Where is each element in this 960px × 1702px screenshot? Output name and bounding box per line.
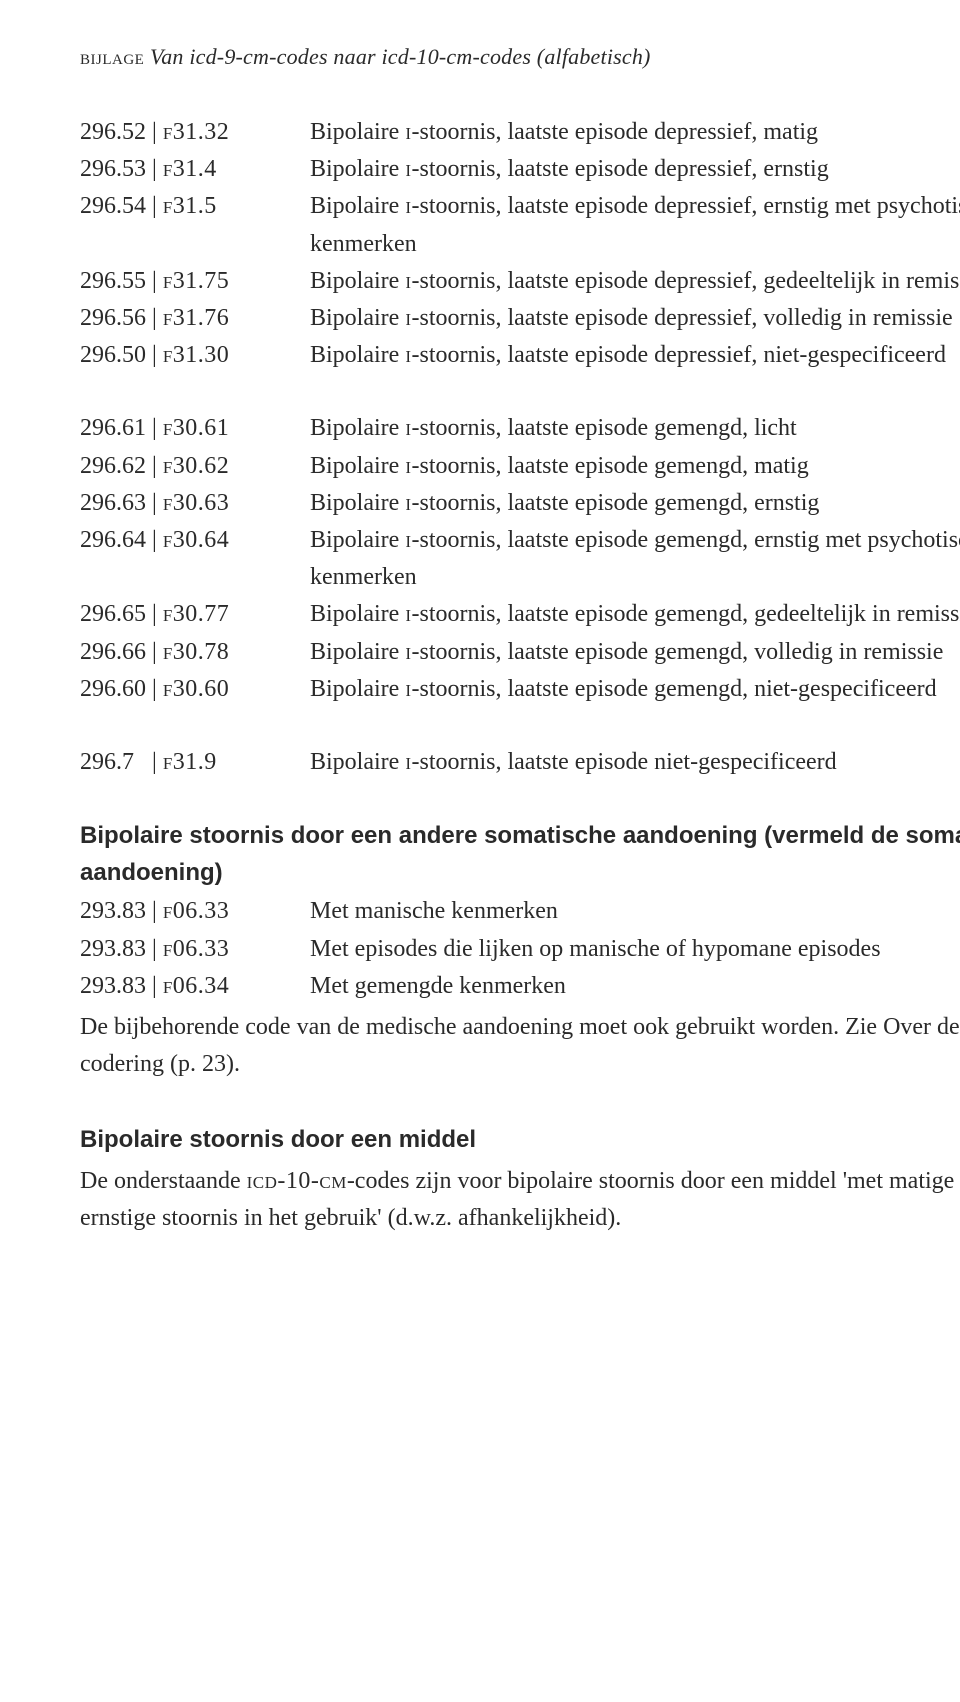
code-cell: 296.61 | f30.61: [80, 410, 310, 447]
code-block-2: 296.61 | f30.61Bipolaire i-stoornis, laa…: [80, 410, 960, 708]
code-row: 296.55 | f31.75Bipolaire i-stoornis, laa…: [80, 263, 960, 300]
middel-para-sc: icd-10-cm: [247, 1168, 347, 1194]
code-cell: 296.54 | f31.5: [80, 188, 310, 225]
code-cell: 296.60 | f30.60: [80, 671, 310, 708]
code-row: 296.61 | f30.61Bipolaire i-stoornis, laa…: [80, 410, 960, 447]
desc-cell: Met gemengde kenmerken: [310, 968, 960, 1005]
code-cell: 296.64 | f30.64: [80, 522, 310, 559]
desc-cell: Bipolaire i-stoornis, laatste episode ge…: [310, 671, 960, 708]
code-cell: 296.63 | f30.63: [80, 485, 310, 522]
section-heading-somatic: Bipolaire stoornis door een andere somat…: [80, 817, 960, 891]
desc-cell: Bipolaire i-stoornis, laatste episode de…: [310, 300, 960, 337]
code-cell: 293.83 | f06.33: [80, 893, 310, 930]
header-prefix: bijlage: [80, 44, 144, 69]
code-cell: 296.65 | f30.77: [80, 596, 310, 633]
code-cell: 296.62 | f30.62: [80, 448, 310, 485]
header-title: bijlage Van icd-9-cm-codes naar icd-10-c…: [80, 40, 651, 74]
code-block-somatic: 293.83 | f06.33Met manische kenmerken293…: [80, 893, 960, 1005]
code-row: 296.7 | f31.9Bipolaire i-stoornis, laats…: [80, 744, 960, 781]
code-row: 293.83 | f06.34Met gemengde kenmerken: [80, 968, 960, 1005]
desc-cell: Bipolaire i-stoornis, laatste episode ge…: [310, 596, 960, 633]
code-row: 296.64 | f30.64Bipolaire i-stoornis, laa…: [80, 522, 960, 596]
code-block-3: 296.7 | f31.9Bipolaire i-stoornis, laats…: [80, 744, 960, 781]
desc-cell: Met episodes die lijken op manische of h…: [310, 931, 960, 968]
code-row: 296.62 | f30.62Bipolaire i-stoornis, laa…: [80, 448, 960, 485]
desc-cell: Bipolaire i-stoornis, laatste episode ge…: [310, 522, 960, 596]
code-cell: 296.53 | f31.4: [80, 151, 310, 188]
code-row: 293.83 | f06.33Met manische kenmerken: [80, 893, 960, 930]
code-row: 296.54 | f31.5Bipolaire i-stoornis, laat…: [80, 188, 960, 262]
desc-cell: Bipolaire i-stoornis, laatste episode ge…: [310, 485, 960, 522]
running-header: bijlage Van icd-9-cm-codes naar icd-10-c…: [80, 40, 960, 74]
code-cell: 293.83 | f06.34: [80, 968, 310, 1005]
middel-para: De onderstaande icd-10-cm-codes zijn voo…: [80, 1163, 960, 1237]
desc-cell: Bipolaire i-stoornis, laatste episode ge…: [310, 448, 960, 485]
section-heading-middel: Bipolaire stoornis door een middel: [80, 1121, 960, 1158]
code-cell: 296.52 | f31.32: [80, 114, 310, 151]
code-cell: 296.55 | f31.75: [80, 263, 310, 300]
somatic-note-before: De bijbehorende code van de medische aan…: [80, 1014, 960, 1040]
code-block-1: 296.52 | f31.32Bipolaire i-stoornis, laa…: [80, 114, 960, 374]
code-row: 296.53 | f31.4Bipolaire i-stoornis, laat…: [80, 151, 960, 188]
code-row: 296.60 | f30.60Bipolaire i-stoornis, laa…: [80, 671, 960, 708]
desc-cell: Bipolaire i-stoornis, laatste episode de…: [310, 114, 960, 151]
code-row: 296.65 | f30.77Bipolaire i-stoornis, laa…: [80, 596, 960, 633]
desc-cell: Met manische kenmerken: [310, 893, 960, 930]
middel-para-before: De onderstaande: [80, 1168, 247, 1194]
desc-cell: Bipolaire i-stoornis, laatste episode de…: [310, 151, 960, 188]
code-row: 296.52 | f31.32Bipolaire i-stoornis, laa…: [80, 114, 960, 151]
desc-cell: Bipolaire i-stoornis, laatste episode ge…: [310, 410, 960, 447]
code-row: 296.63 | f30.63Bipolaire i-stoornis, laa…: [80, 485, 960, 522]
code-cell: 296.50 | f31.30: [80, 337, 310, 374]
code-cell: 293.83 | f06.33: [80, 931, 310, 968]
code-cell: 296.66 | f30.78: [80, 634, 310, 671]
desc-cell: Bipolaire i-stoornis, laatste episode ni…: [310, 744, 960, 781]
code-row: 296.56 | f31.76Bipolaire i-stoornis, laa…: [80, 300, 960, 337]
code-cell: 296.7 | f31.9: [80, 744, 310, 781]
code-row: 296.66 | f30.78Bipolaire i-stoornis, laa…: [80, 634, 960, 671]
header-italic: Van icd-9-cm-codes naar icd-10-cm-codes …: [144, 44, 650, 69]
code-row: 293.83 | f06.33Met episodes die lijken o…: [80, 931, 960, 968]
desc-cell: Bipolaire i-stoornis, laatste episode de…: [310, 337, 960, 374]
desc-cell: Bipolaire i-stoornis, laatste episode de…: [310, 188, 960, 262]
desc-cell: Bipolaire i-stoornis, laatste episode de…: [310, 263, 960, 300]
code-cell: 296.56 | f31.76: [80, 300, 310, 337]
somatic-note: De bijbehorende code van de medische aan…: [80, 1009, 960, 1083]
code-row: 296.50 | f31.30Bipolaire i-stoornis, laa…: [80, 337, 960, 374]
desc-cell: Bipolaire i-stoornis, laatste episode ge…: [310, 634, 960, 671]
